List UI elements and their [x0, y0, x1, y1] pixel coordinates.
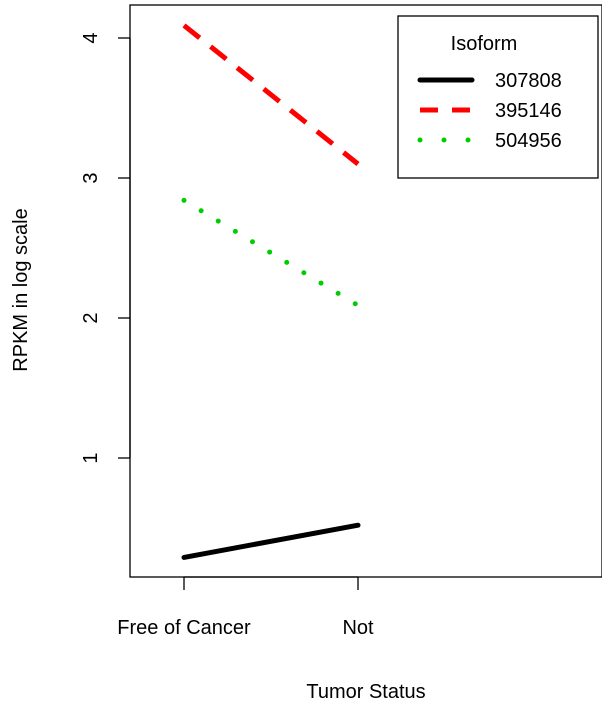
- y-axis: 1 2 3 4: [80, 32, 131, 464]
- y-tick-label: 3: [80, 172, 102, 183]
- legend-label-307808: 307808: [495, 70, 562, 92]
- series-line-504956: [181, 197, 361, 308]
- series-line-307808: [181, 522, 361, 560]
- legend-label-395146: 395146: [495, 100, 562, 122]
- x-axis-label: Tumor Status: [306, 681, 425, 703]
- y-axis-label: RPKM in log scale: [10, 208, 32, 371]
- legend: Isoform 307808 395146 504956: [397, 15, 599, 179]
- x-axis: Free of Cancer Not: [117, 576, 374, 639]
- y-tick-label: 4: [80, 32, 102, 43]
- legend-box: [397, 15, 599, 179]
- legend-label-504956: 504956: [495, 130, 562, 152]
- series-line-395146: [182, 23, 360, 166]
- x-tick-label: Free of Cancer: [117, 617, 251, 639]
- series-layer: [181, 23, 361, 560]
- x-tick-label: Not: [342, 617, 374, 639]
- y-tick-label: 2: [80, 312, 102, 323]
- legend-title: Isoform: [451, 33, 518, 55]
- y-tick-label: 1: [80, 452, 102, 463]
